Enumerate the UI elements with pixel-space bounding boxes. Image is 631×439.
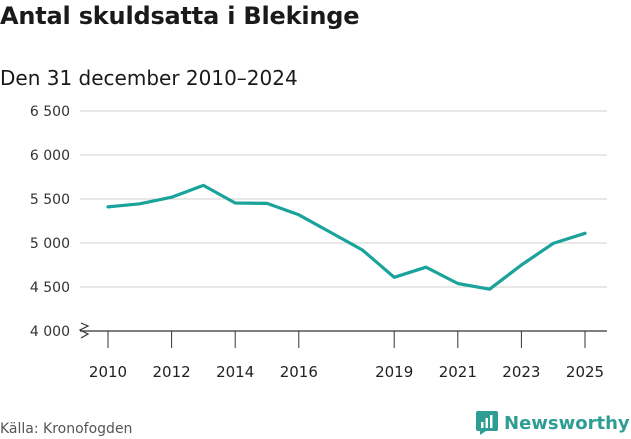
brand-logo: Newsworthy [476,409,630,437]
x-tick-label: 2012 [153,363,191,381]
brand-name: Newsworthy [504,412,630,434]
y-tick-label: 4 500 [30,280,70,296]
chart-subtitle: Den 31 december 2010–2024 [0,66,298,90]
x-tick-label: 2010 [89,363,127,381]
source-note: Källa: Kronofogden [0,421,133,437]
y-tick-label: 6 000 [30,148,70,164]
newsworthy-logo-icon [476,411,498,435]
y-tick-label: 5 500 [30,192,70,208]
chart-title: Antal skuldsatta i Blekinge [0,2,360,30]
x-tick-label: 2016 [280,363,318,381]
x-tick-label: 2019 [375,363,413,381]
y-tick-label: 4 000 [30,324,70,340]
y-tick-label: 5 000 [30,236,70,252]
x-tick-label: 2021 [439,363,477,381]
y-tick-label: 6 500 [30,104,70,120]
x-tick-label: 2023 [502,363,540,381]
x-tick-label: 2014 [216,363,254,381]
x-tick-label: 2025 [566,363,604,381]
series-line [106,183,587,291]
axis-break-icon [78,322,90,339]
